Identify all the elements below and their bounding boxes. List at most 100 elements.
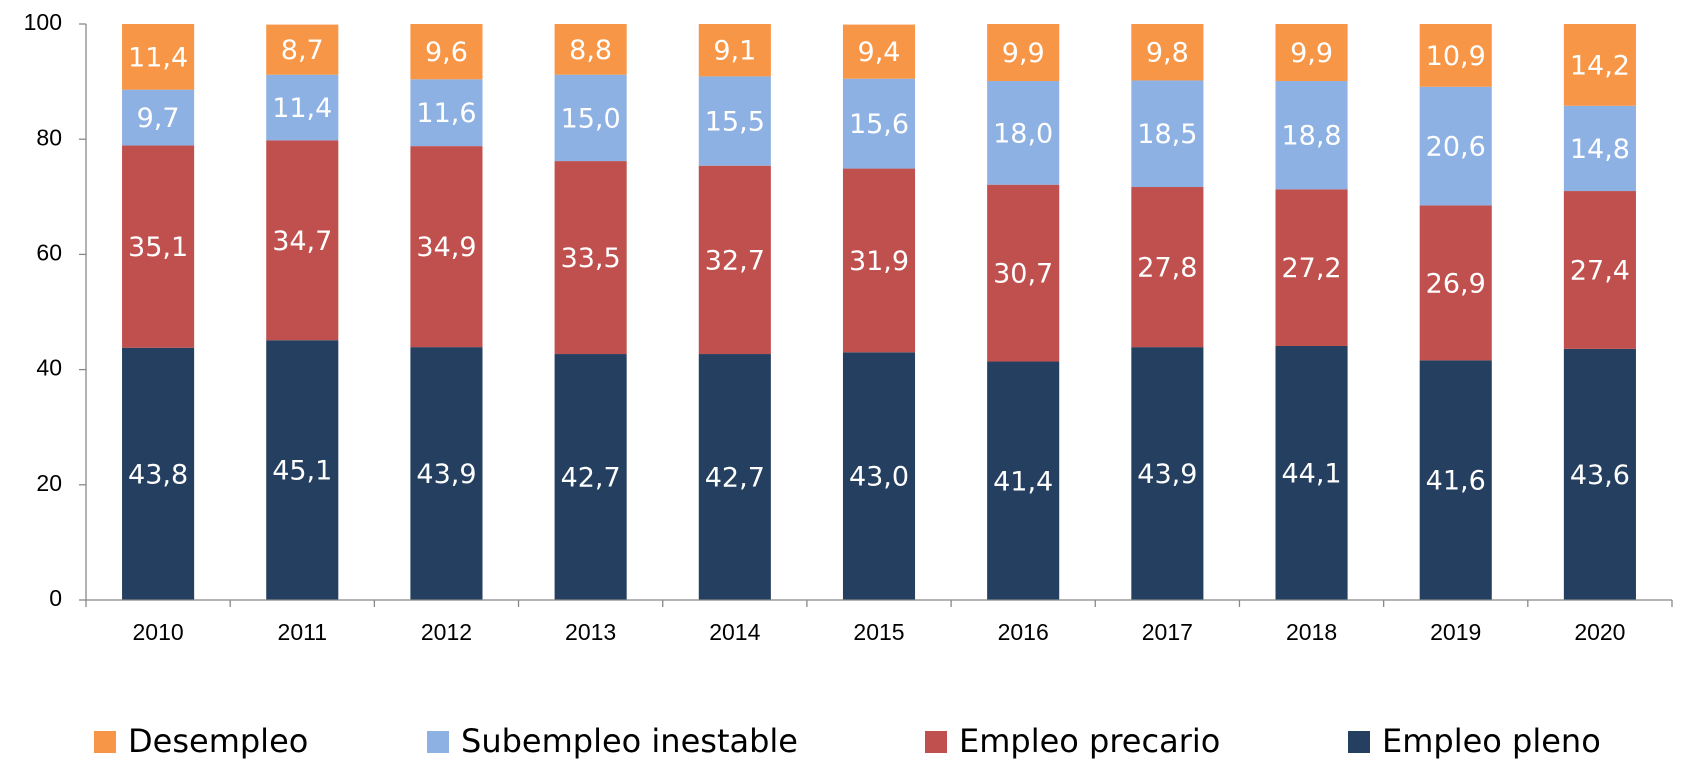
bar-segment	[266, 74, 339, 141]
data-label: 27,8	[1137, 253, 1197, 284]
bar-segment	[1563, 348, 1636, 600]
bar-segment	[1419, 86, 1492, 206]
legend-label: Empleo pleno	[1382, 722, 1601, 760]
legend-label: Subempleo inestable	[461, 722, 798, 760]
data-label: 9,4	[858, 37, 901, 68]
bar-segment	[842, 24, 916, 79]
bar-segment	[122, 347, 195, 600]
data-label: 43,6	[1570, 460, 1630, 491]
data-label: 8,7	[281, 35, 324, 66]
data-label: 18,5	[1137, 119, 1197, 150]
data-label: 11,4	[272, 93, 332, 124]
bar-segment	[987, 361, 1060, 600]
bar-segment	[410, 79, 483, 147]
bar-segment	[266, 340, 339, 600]
y-tick-label: 80	[36, 124, 62, 150]
data-label: 11,4	[128, 42, 188, 73]
data-label: 15,5	[705, 107, 765, 138]
bar-segment	[122, 24, 195, 90]
bar-segment	[554, 24, 627, 75]
data-label: 43,8	[128, 459, 188, 490]
data-label: 34,7	[272, 226, 332, 257]
x-tick-label: 2019	[1430, 619, 1481, 645]
bar-segment	[410, 24, 483, 80]
data-label: 43,9	[1137, 459, 1197, 490]
legend-swatch	[1348, 731, 1370, 753]
bar-segment	[1131, 80, 1204, 188]
legend-swatch	[925, 731, 947, 753]
legend-swatch	[94, 731, 116, 753]
y-tick-label: 100	[24, 9, 62, 35]
data-label: 42,7	[705, 463, 765, 494]
data-label: 27,2	[1281, 253, 1341, 284]
bar-segment	[554, 74, 627, 162]
data-label: 14,8	[1570, 134, 1630, 165]
bar-segment	[987, 184, 1060, 362]
bar-segment	[1275, 81, 1348, 190]
data-label: 43,0	[849, 462, 909, 493]
y-tick-label: 0	[49, 585, 62, 611]
data-label: 14,2	[1570, 50, 1630, 81]
y-tick-label: 20	[36, 470, 62, 496]
bar-segment	[1563, 191, 1636, 349]
bar-segment	[122, 145, 195, 348]
bar-segment	[1563, 105, 1636, 192]
legend-label: Empleo precario	[959, 722, 1220, 760]
bar-segment	[1131, 347, 1204, 600]
data-label: 45,1	[272, 456, 332, 487]
x-tick-label: 2020	[1574, 619, 1625, 645]
x-tick-label: 2016	[998, 619, 1049, 645]
data-label: 41,6	[1426, 466, 1486, 497]
data-label: 30,7	[993, 259, 1053, 290]
data-label: 15,6	[849, 109, 909, 140]
y-tick-label: 40	[36, 355, 62, 381]
data-label: 34,9	[416, 232, 476, 263]
x-tick-label: 2014	[709, 619, 760, 645]
bar-segment	[842, 168, 916, 353]
bar-segment	[1131, 24, 1204, 81]
x-tick-label: 2013	[565, 619, 616, 645]
x-tick-label: 2010	[133, 619, 184, 645]
data-label: 32,7	[705, 245, 765, 276]
bar-segment	[410, 146, 483, 348]
bar-segment	[1275, 345, 1348, 600]
data-label: 44,1	[1281, 458, 1341, 489]
bar-segment	[698, 354, 771, 600]
bar-segment	[698, 76, 771, 166]
bar-segment	[122, 89, 195, 146]
bar-segment	[842, 78, 916, 169]
data-label: 18,8	[1281, 121, 1341, 152]
data-label: 15,0	[561, 103, 621, 134]
data-label: 9,6	[425, 37, 468, 68]
bar-segment	[698, 165, 771, 355]
data-label: 41,4	[993, 466, 1053, 497]
data-label: 31,9	[849, 246, 909, 277]
y-tick-label: 60	[36, 239, 62, 265]
bar-segment	[987, 24, 1060, 82]
data-label: 9,9	[1002, 38, 1045, 69]
data-label: 9,7	[137, 103, 180, 134]
x-tick-label: 2011	[278, 619, 327, 645]
x-tick-label: 2015	[853, 619, 904, 645]
data-label: 9,9	[1290, 38, 1333, 69]
bar-segment	[1131, 187, 1204, 348]
bar-segment	[1419, 360, 1492, 600]
data-label: 11,6	[416, 98, 476, 129]
data-label: 18,0	[993, 118, 1053, 149]
data-label: 20,6	[1426, 132, 1486, 163]
data-label: 9,8	[1146, 38, 1189, 69]
bar-segment	[266, 24, 339, 75]
data-label: 33,5	[561, 243, 621, 274]
data-label: 43,9	[416, 459, 476, 490]
x-tick-label: 2018	[1286, 619, 1337, 645]
legend-label: Desempleo	[128, 722, 308, 760]
bar-segment	[266, 140, 339, 341]
bar-segment	[987, 81, 1060, 185]
bar-segment	[1275, 24, 1348, 82]
data-label: 9,1	[713, 36, 756, 67]
data-label: 42,7	[561, 463, 621, 494]
data-label: 27,4	[1570, 255, 1630, 286]
bar-segment	[410, 347, 483, 600]
data-label: 26,9	[1426, 268, 1486, 299]
